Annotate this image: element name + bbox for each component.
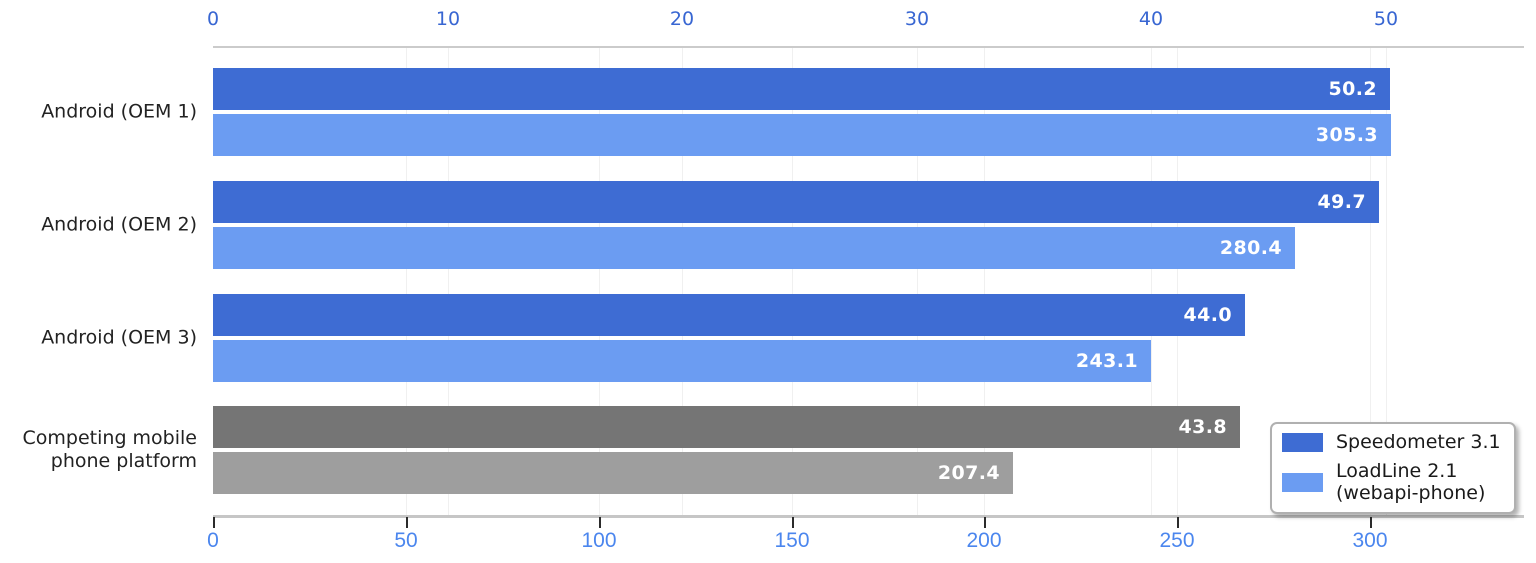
bottom-axis-tickmark <box>1177 517 1179 528</box>
bottom-axis-tickmark <box>599 517 601 528</box>
category-label: Android (OEM 3) <box>41 327 197 350</box>
legend-label-speedometer: Speedometer 3.1 <box>1336 431 1501 453</box>
top-axis-tick-label: 30 <box>904 8 930 30</box>
gridline-bottom-200 <box>984 46 985 515</box>
legend-swatch-speedometer <box>1282 432 1323 452</box>
category-label-line: Competing mobile <box>22 427 197 449</box>
bar-value-label: 49.7 <box>1317 191 1366 213</box>
top-axis-tick-label: 0 <box>206 8 220 30</box>
legend-label-line: (webapi-phone) <box>1336 482 1486 504</box>
legend-swatch-loadline <box>1282 472 1323 492</box>
bar-value-label: 43.8 <box>1178 416 1227 438</box>
top-axis-tick-label: 10 <box>435 8 461 30</box>
category-label-line: phone platform <box>50 450 197 472</box>
legend-item-speedometer: Speedometer 3.1 <box>1282 431 1504 453</box>
bottom-axis-tick-label: 300 <box>1352 529 1388 552</box>
bottom-axis-tick-label: 50 <box>394 529 418 552</box>
bar-value-label: 50.2 <box>1328 78 1377 100</box>
bar-speedometer-row-2: 49.7 <box>213 181 1379 223</box>
category-label: Android (OEM 1) <box>41 101 197 124</box>
legend-label-loadline: LoadLine 2.1 (webapi-phone) <box>1336 460 1485 504</box>
bottom-axis-tickmark <box>792 517 794 528</box>
gridline-top-40 <box>1151 46 1152 515</box>
bar-speedometer-row-4: 43.8 <box>213 406 1240 448</box>
gridline-bottom-50 <box>406 46 407 515</box>
legend-item-loadline: LoadLine 2.1 (webapi-phone) <box>1282 460 1504 504</box>
category-label-line: Android (OEM 3) <box>41 326 197 349</box>
bottom-axis-tickmark <box>1370 517 1372 528</box>
category-label-line: Android (OEM 2) <box>41 213 197 236</box>
bar-value-label: 44.0 <box>1183 304 1232 326</box>
bar-value-label: 207.4 <box>937 462 1000 484</box>
bottom-axis-tickmark <box>213 517 215 528</box>
bar-loadline-row-2: 280.4 <box>213 227 1295 269</box>
bar-loadline-row-3: 243.1 <box>213 340 1151 382</box>
gridline-bottom-100 <box>599 46 600 515</box>
category-label: Competing mobile phone platform <box>23 427 197 473</box>
category-label-line: Android (OEM 1) <box>41 100 197 123</box>
top-axis-tick-label: 40 <box>1138 8 1164 30</box>
bottom-axis-tickmark <box>984 517 986 528</box>
bottom-axis-tick-label: 250 <box>1159 529 1195 552</box>
bottom-axis-tick-label: 0 <box>207 529 219 552</box>
top-axis-tick-label: 20 <box>669 8 695 30</box>
bar-speedometer-row-3: 44.0 <box>213 294 1245 336</box>
legend: Speedometer 3.1 LoadLine 2.1 (webapi-phone… <box>1270 422 1516 514</box>
gridline-bottom-150 <box>792 46 793 515</box>
gridline-top-10 <box>448 46 449 515</box>
gridline-top-30 <box>917 46 918 515</box>
gridline-top-20 <box>682 46 683 515</box>
legend-label-line: LoadLine 2.1 <box>1336 460 1458 482</box>
bottom-axis-line <box>213 515 1524 518</box>
top-axis-tick-label: 50 <box>1373 8 1399 30</box>
top-axis-line <box>213 46 1524 48</box>
bar-loadline-row-4: 207.4 <box>213 452 1013 494</box>
bottom-axis-tick-label: 200 <box>966 529 1002 552</box>
category-label: Android (OEM 2) <box>41 214 197 237</box>
bar-value-label: 280.4 <box>1219 237 1282 259</box>
bar-speedometer-row-1: 50.2 <box>213 68 1390 110</box>
gridline-bottom-250 <box>1177 46 1178 515</box>
gridline-top-50 <box>1386 46 1387 515</box>
bar-loadline-row-1: 305.3 <box>213 114 1391 156</box>
bar-value-label: 243.1 <box>1075 350 1138 372</box>
legend-label-line: Speedometer 3.1 <box>1336 431 1501 453</box>
bottom-axis-tick-label: 150 <box>774 529 810 552</box>
bottom-axis-tickmark <box>406 517 408 528</box>
bar-value-label: 305.3 <box>1315 124 1378 146</box>
bottom-axis-tick-label: 100 <box>581 529 617 552</box>
gridline-bottom-300 <box>1370 46 1371 515</box>
